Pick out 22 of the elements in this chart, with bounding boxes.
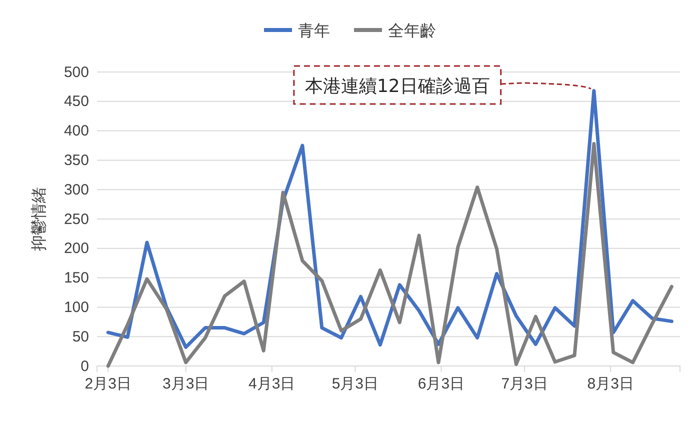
x-tick-label: 8月3日	[587, 376, 634, 393]
annotation: 本港連續12日確診過百	[304, 76, 490, 97]
y-tick-label: 450	[64, 93, 89, 110]
y-tick-label: 50	[72, 328, 89, 346]
x-tick-label: 2月3日	[84, 376, 132, 393]
y-tick-label: 150	[64, 270, 89, 287]
y-tick-label: 200	[64, 240, 89, 258]
x-tick-label: 4月3日	[248, 376, 296, 393]
x-tick-label: 5月3日	[332, 376, 379, 393]
y-tick-label: 250	[64, 210, 89, 228]
y-tick-label: 500	[64, 64, 89, 81]
y-tick-label: 350	[64, 152, 89, 169]
y-tick-label: 0	[80, 358, 89, 375]
y-tick-label: 100	[64, 299, 89, 316]
y-tick-label: 400	[64, 122, 89, 140]
x-tick-label: 3月3日	[162, 376, 210, 393]
legend-label: 青年	[298, 21, 330, 40]
y-axis-title: 抑鬱情緒	[29, 187, 48, 251]
y-tick-label: 300	[64, 181, 89, 198]
legend-label: 全年齡	[388, 21, 436, 40]
x-tick-label: 7月3日	[501, 376, 548, 393]
x-tick-label: 6月3日	[418, 376, 465, 393]
